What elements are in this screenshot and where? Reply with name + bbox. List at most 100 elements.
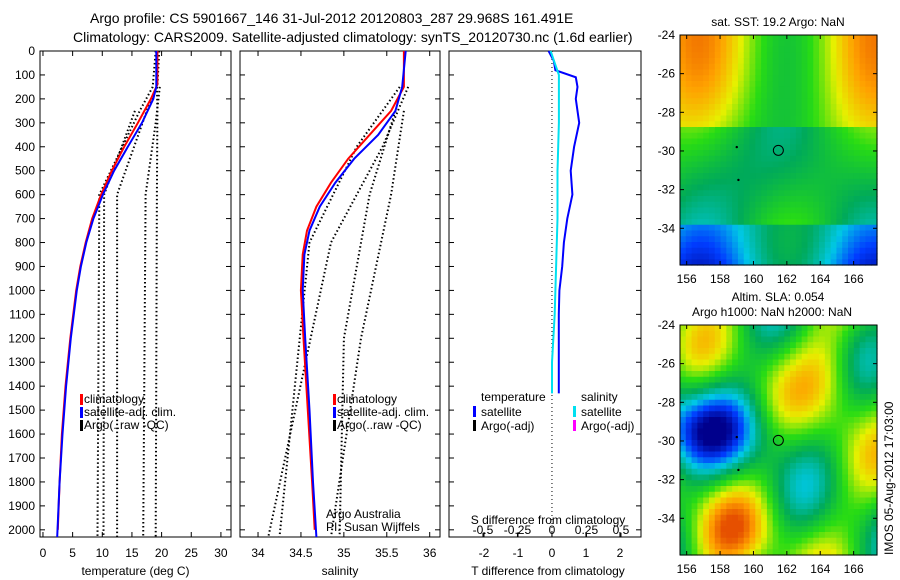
heatmap-cell: [743, 463, 751, 470]
heatmap-cell: [708, 451, 716, 458]
heatmap-cell: [766, 434, 774, 441]
heatmap-cell: [848, 371, 855, 378]
heatmap-cell: [790, 526, 797, 533]
heatmap-cell: [842, 213, 849, 220]
heatmap-cell: [720, 336, 727, 343]
lon-tick-label: 158: [710, 272, 730, 286]
heatmap-cell: [685, 184, 693, 191]
heatmap-cell: [784, 224, 791, 232]
heatmap-cell: [819, 150, 826, 157]
heatmap-cell: [749, 348, 756, 355]
heatmap-cell: [819, 503, 826, 510]
heatmap-cell: [761, 69, 768, 76]
heatmap-cell: [743, 219, 751, 226]
heatmap-cell: [778, 127, 785, 134]
heatmap-cell: [755, 417, 762, 424]
heatmap-cell: [778, 399, 785, 407]
heatmap-cell: [871, 543, 878, 550]
depth-tick-label: 1000: [8, 283, 35, 297]
x-tick-label: 1: [583, 546, 590, 560]
heatmap-cell: [703, 86, 710, 94]
heatmap-cell: [784, 474, 791, 481]
heatmap-cell: [726, 190, 733, 197]
heatmap-cell: [784, 161, 791, 168]
heatmap-cell: [761, 428, 768, 435]
heatmap-cell: [824, 52, 832, 59]
heatmap-cell: [784, 330, 791, 338]
heatmap-cell: [778, 150, 785, 157]
heatmap-cell: [761, 190, 768, 197]
heatmap-cell: [685, 138, 693, 145]
heatmap-cell: [830, 520, 838, 527]
heatmap-cell: [865, 376, 872, 384]
heatmap-cell: [801, 382, 809, 389]
heatmap-cell: [813, 491, 820, 499]
heatmap-cell: [813, 104, 820, 111]
heatmap-cell: [813, 207, 820, 214]
heatmap-cell: [749, 247, 756, 255]
heatmap-cell: [842, 549, 849, 556]
heatmap-cell: [720, 58, 727, 65]
heatmap-cell: [680, 342, 687, 349]
heatmap-cell: [853, 138, 861, 145]
heatmap-cell: [830, 388, 838, 395]
heatmap-cell: [830, 259, 838, 266]
heatmap-cell: [772, 150, 780, 157]
heatmap-cell: [708, 405, 716, 412]
heatmap-cell: [795, 532, 803, 539]
heatmap-cell: [853, 353, 861, 361]
lat-tick-label: -32: [658, 183, 676, 197]
heatmap-cell: [778, 40, 785, 48]
heatmap-cell: [813, 86, 820, 94]
heatmap-cell: [697, 98, 704, 105]
heatmap-cell: [784, 69, 791, 76]
heatmap-cell: [830, 127, 838, 134]
difference-axes: [448, 50, 642, 538]
heatmap-cell: [801, 81, 809, 88]
heatmap-cell: [790, 549, 797, 556]
heatmap-cell: [749, 451, 756, 458]
heatmap-cell: [790, 121, 797, 128]
heatmap-cell: [680, 167, 687, 174]
heatmap-cell: [801, 167, 809, 174]
heatmap-cell: [761, 532, 768, 539]
heatmap-cell: [680, 503, 687, 510]
heatmap-cell: [691, 144, 698, 151]
heatmap-cell: [842, 434, 849, 441]
heatmap-cell: [708, 35, 716, 42]
heatmap-cell: [749, 132, 756, 140]
heatmap-cell: [859, 509, 867, 516]
heatmap-cell: [836, 474, 843, 481]
heatmap-cell: [859, 155, 867, 163]
heatmap-cell: [790, 109, 797, 117]
heatmap-cell: [790, 491, 797, 499]
heatmap-cell: [795, 451, 803, 458]
heatmap-cell: [755, 46, 762, 53]
heatmap-cell: [714, 236, 722, 243]
heatmap-cell: [801, 520, 809, 527]
heatmap-cell: [848, 236, 855, 243]
heatmap-cell: [865, 325, 872, 332]
heatmap-cell: [772, 155, 780, 163]
heatmap-cell: [778, 480, 785, 487]
heatmap-cell: [790, 543, 797, 550]
heatmap-cell: [697, 457, 704, 464]
heatmap-cell: [703, 388, 710, 395]
heatmap-cell: [761, 161, 768, 168]
heatmap-cell: [685, 92, 693, 99]
heatmap-cell: [726, 236, 733, 243]
heatmap-cell: [807, 376, 814, 384]
heatmap-cell: [784, 486, 791, 493]
heatmap-cell: [720, 468, 727, 476]
heatmap-cell: [743, 98, 751, 105]
heatmap-cell: [848, 224, 855, 232]
heatmap-cell: [859, 219, 867, 226]
heatmap-cell: [836, 201, 843, 209]
heatmap-cell: [813, 537, 820, 545]
heatmap-cell: [842, 81, 849, 88]
heatmap-cell: [795, 184, 803, 191]
heatmap-cell: [871, 58, 878, 65]
heatmap-cell: [749, 520, 756, 527]
heatmap-cell: [772, 359, 780, 366]
heatmap-cell: [755, 75, 762, 82]
